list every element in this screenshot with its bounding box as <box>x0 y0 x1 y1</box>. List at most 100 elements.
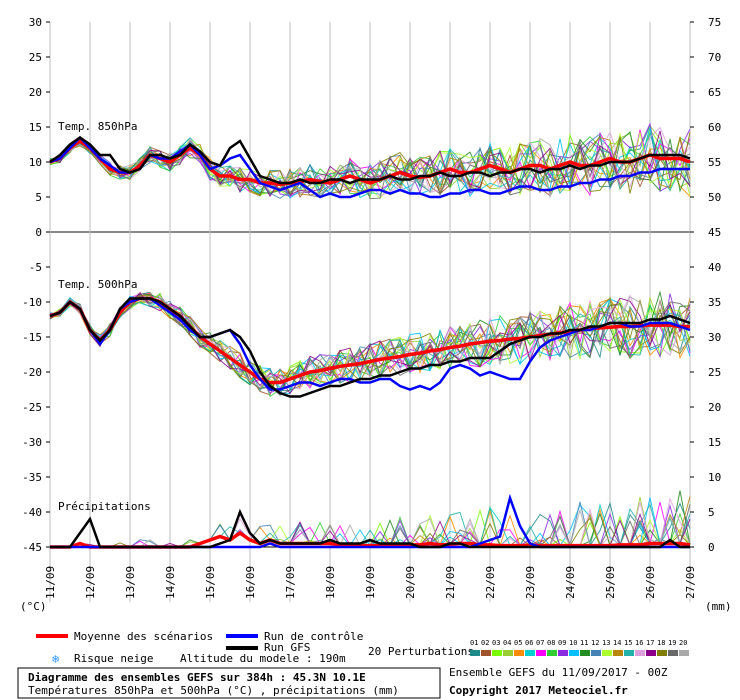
perturbation-number: 01 <box>470 639 478 647</box>
perturbation-swatch <box>613 650 623 656</box>
perturbation-line <box>49 130 691 198</box>
perturbation-swatch <box>492 650 502 656</box>
perturbation-swatch <box>569 650 579 656</box>
perturbation-number: 11 <box>580 639 588 647</box>
perturbation-number: 07 <box>536 639 544 647</box>
perturbation-swatch <box>547 650 557 656</box>
right-tick-label: 30 <box>708 331 721 344</box>
perturbation-swatch <box>624 650 634 656</box>
left-tick-label: -45 <box>22 541 42 554</box>
perturbation-swatch <box>470 650 480 656</box>
series-line <box>49 297 691 398</box>
section-label-t850: Temp. 850hPa <box>58 120 137 133</box>
right-tick-label: 65 <box>708 86 721 99</box>
x-tick-label: 12/09 <box>84 566 97 599</box>
left-axis-ticks: 30 25 20 15 10 5 0 -5 -10 -15 -20 -25 -30 -35 -40 -45 <box>22 16 50 554</box>
perturbation-number: 02 <box>481 639 489 647</box>
perturbation-number: 04 <box>503 639 511 647</box>
perturbation-swatch <box>679 650 689 656</box>
perturbation-swatch <box>635 650 645 656</box>
right-tick-label: 45 <box>708 226 721 239</box>
x-tick-label: 26/09 <box>644 566 657 599</box>
left-tick-label: 10 <box>29 156 42 169</box>
perturbation-number: 16 <box>635 639 643 647</box>
left-tick-label: 20 <box>29 86 42 99</box>
perturbation-swatch <box>657 650 667 656</box>
series-line <box>50 508 690 549</box>
perturbation-swatch <box>514 650 524 656</box>
perturbation-number: 14 <box>613 639 621 647</box>
perturbation-number: 19 <box>668 639 676 647</box>
left-tick-label: -10 <box>22 296 42 309</box>
x-tick-label: 14/09 <box>164 566 177 599</box>
left-tick-label: -40 <box>22 506 42 519</box>
legend-gfs-label: Run GFS <box>264 641 310 654</box>
perturbation-swatch <box>503 650 513 656</box>
left-unit-label: (°C) <box>20 600 47 613</box>
right-tick-label: 15 <box>708 436 721 449</box>
perturbation-number: 03 <box>492 639 500 647</box>
section-label-precip: Précipitations <box>58 500 151 513</box>
perturbation-swatch <box>558 650 568 656</box>
right-tick-label: 55 <box>708 156 721 169</box>
perturbation-line <box>49 291 691 395</box>
perturbation-number: 20 <box>679 639 687 647</box>
perturbation-number: 08 <box>547 639 555 647</box>
perturbation-line <box>49 135 691 197</box>
right-tick-label: 20 <box>708 401 721 414</box>
perturbation-number: 15 <box>624 639 632 647</box>
perturbation-number: 10 <box>569 639 577 647</box>
x-tick-label: 20/09 <box>404 566 417 599</box>
snowflake-icon: ❄ <box>52 652 59 666</box>
legend: Moyenne des scénarios Run de contrôle Ru… <box>36 630 689 666</box>
section-label-t500: Temp. 500hPa <box>58 278 137 291</box>
left-tick-label: -25 <box>22 401 42 414</box>
series-lines <box>49 135 691 549</box>
x-tick-label: 23/09 <box>524 566 537 599</box>
title-box <box>17 667 441 699</box>
perturbation-number: 17 <box>646 639 654 647</box>
left-tick-label: 30 <box>29 16 42 29</box>
perturbation-number: 12 <box>591 639 599 647</box>
legend-control-label: Run de contrôle <box>264 630 363 643</box>
perturbation-swatch <box>525 650 535 656</box>
right-tick-label: 0 <box>708 541 715 554</box>
left-tick-label: -35 <box>22 471 42 484</box>
x-tick-label: 27/09 <box>684 566 697 599</box>
left-tick-label: -15 <box>22 331 42 344</box>
legend-snow-label: Risque neige <box>74 652 153 665</box>
perturbation-number: 05 <box>514 639 522 647</box>
right-tick-label: 75 <box>708 16 721 29</box>
x-tick-label: 22/09 <box>484 566 497 599</box>
right-tick-label: 40 <box>708 261 721 274</box>
x-tick-label: 16/09 <box>244 566 257 599</box>
x-tick-label: 15/09 <box>204 566 217 599</box>
left-tick-label: 5 <box>35 191 42 204</box>
perturbation-swatch <box>580 650 590 656</box>
right-unit-label: (mm) <box>705 600 732 613</box>
right-tick-label: 60 <box>708 121 721 134</box>
left-tick-label: 0 <box>35 226 42 239</box>
x-tick-label: 18/09 <box>324 566 337 599</box>
model-altitude: Altitude du modele : 190m <box>180 652 346 665</box>
perturbation-swatch <box>536 650 546 656</box>
left-tick-label: -20 <box>22 366 42 379</box>
x-tick-label: 21/09 <box>444 566 457 599</box>
perturbation-swatch <box>591 650 601 656</box>
left-tick-label: -30 <box>22 436 42 449</box>
left-tick-label: 25 <box>29 51 42 64</box>
perturbation-number: 18 <box>657 639 665 647</box>
x-tick-label: 17/09 <box>284 566 297 599</box>
x-tick-label: 19/09 <box>364 566 377 599</box>
perturbation-legend: 01 02 03 04 05 06 07 08 09 10 11 12 13 14 15 16 17 18 19 20 <box>470 639 689 656</box>
perturbation-number: 13 <box>602 639 610 647</box>
right-tick-label: 35 <box>708 296 721 309</box>
x-tick-label: 11/09 <box>44 566 57 599</box>
perturbation-number: 09 <box>558 639 566 647</box>
right-tick-label: 50 <box>708 191 721 204</box>
left-tick-label: -5 <box>29 261 42 274</box>
chart-subtitle: Températures 850hPa et 500hPa (°C) , pré… <box>28 684 399 697</box>
right-tick-label: 10 <box>708 471 721 484</box>
perturbation-number: 06 <box>525 639 533 647</box>
